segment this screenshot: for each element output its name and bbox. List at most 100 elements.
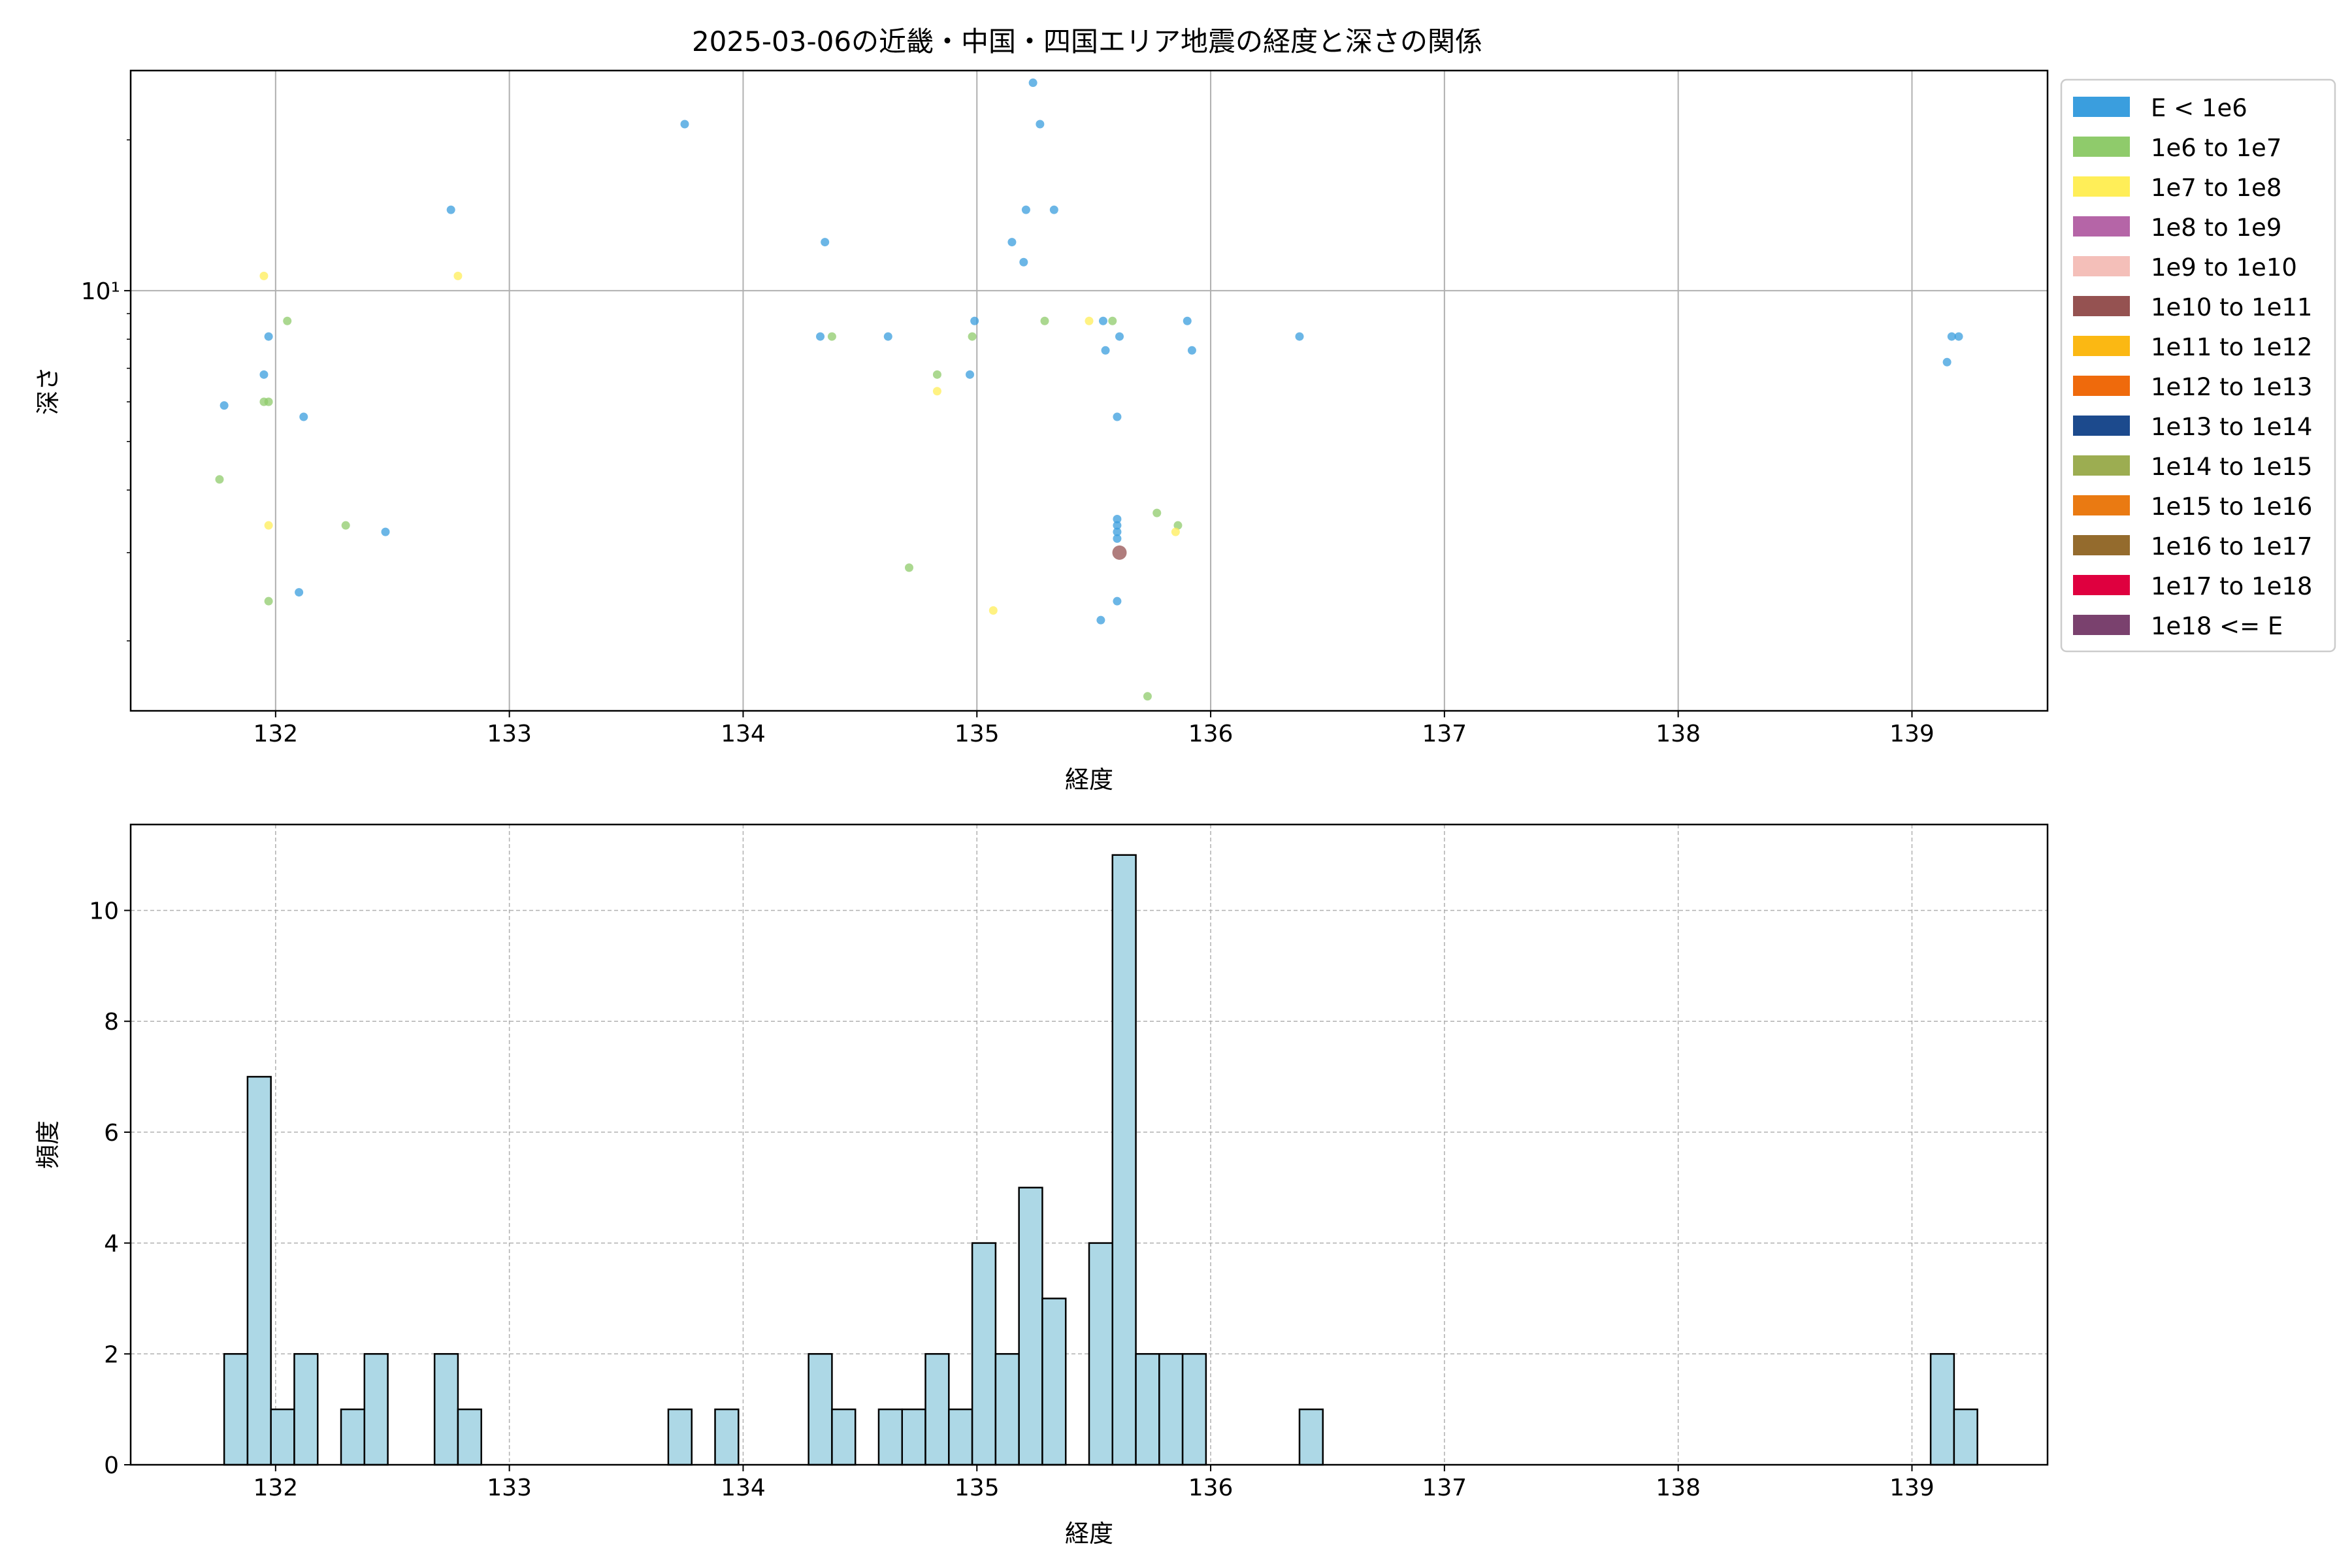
scatter-point bbox=[1040, 316, 1049, 325]
histogram-bar bbox=[270, 1408, 295, 1466]
legend-entry-label: 1e15 to 1e16 bbox=[2151, 493, 2312, 521]
scatter-x-tick-label: 139 bbox=[1889, 721, 1935, 747]
scatter-point bbox=[1113, 534, 1122, 543]
histogram-bar bbox=[1018, 1186, 1043, 1466]
histogram-y-tick-label: 4 bbox=[104, 1231, 119, 1258]
histogram-y-tick-label: 2 bbox=[104, 1341, 119, 1368]
histogram-bar bbox=[808, 1353, 833, 1466]
legend-entry-label: 1e10 to 1e11 bbox=[2151, 293, 2312, 321]
scatter-point bbox=[1171, 527, 1180, 536]
histogram-x-tick-label: 136 bbox=[1188, 1475, 1233, 1501]
histogram-bar bbox=[877, 1408, 904, 1466]
scatter-point bbox=[1152, 508, 1162, 517]
scatter-point bbox=[1113, 515, 1122, 524]
scatter-panel: 132 133 134 135 136 137 138 139 10¹ 経度 深さ E < 1… bbox=[34, 69, 2336, 794]
legend-entry-label: 1e6 to 1e7 bbox=[2151, 134, 2281, 162]
legend-entry-label: 1e12 to 1e13 bbox=[2151, 373, 2312, 401]
histogram-bar bbox=[1088, 1242, 1114, 1466]
legend-swatch bbox=[2073, 535, 2130, 555]
legend-entry-label: 1e11 to 1e12 bbox=[2151, 333, 2312, 361]
histogram-x-label: 経度 bbox=[1065, 1520, 1113, 1548]
legend-swatch bbox=[2073, 336, 2130, 356]
histogram-axes-frame bbox=[129, 823, 2049, 1466]
scatter-x-tick-label: 138 bbox=[1656, 721, 1701, 747]
scatter-point bbox=[1954, 332, 1963, 341]
histogram-bar bbox=[293, 1353, 319, 1466]
scatter-point bbox=[1049, 205, 1058, 214]
scatter-point bbox=[932, 387, 941, 396]
histogram-x-tick-label: 134 bbox=[721, 1475, 766, 1501]
scatter-point bbox=[1187, 346, 1196, 355]
scatter-axes-frame bbox=[129, 69, 2049, 712]
histogram-bar bbox=[831, 1408, 857, 1466]
legend-entry-label: 1e16 to 1e17 bbox=[2151, 532, 2312, 561]
scatter-point bbox=[446, 205, 455, 214]
scatter-point bbox=[1019, 257, 1028, 267]
histogram-bar bbox=[1041, 1298, 1067, 1466]
histogram-bar bbox=[901, 1408, 926, 1466]
histogram-x-tick-label: 138 bbox=[1656, 1475, 1701, 1501]
legend-swatch bbox=[2073, 455, 2130, 476]
scatter-x-tick-label: 137 bbox=[1422, 721, 1467, 747]
scatter-y-ticks: 10¹ bbox=[81, 139, 131, 642]
histogram-bar bbox=[971, 1242, 997, 1466]
scatter-point bbox=[1947, 332, 1956, 341]
histogram-grid bbox=[131, 825, 2048, 1465]
scatter-point bbox=[341, 521, 350, 530]
histogram-bars bbox=[223, 854, 1978, 1466]
scatter-point bbox=[264, 521, 273, 530]
scatter-x-tick-label: 134 bbox=[721, 721, 766, 747]
histogram-x-tick-label: 133 bbox=[487, 1475, 532, 1501]
scatter-point bbox=[1183, 316, 1192, 325]
scatter-point bbox=[1028, 78, 1037, 88]
histogram-bar bbox=[714, 1408, 740, 1466]
scatter-point bbox=[259, 271, 269, 280]
histogram-y-tick-label: 10 bbox=[89, 898, 119, 925]
figure-title: 2025-03-06の近畿・中国・四国エリア地震の経度と深さの関係 bbox=[692, 25, 1482, 57]
scatter-point bbox=[1173, 521, 1183, 530]
scatter-x-ticks: 132 133 134 135 136 137 138 139 bbox=[253, 711, 1935, 747]
legend-swatch bbox=[2073, 216, 2130, 237]
scatter-point bbox=[1098, 316, 1107, 325]
scatter-point bbox=[264, 596, 273, 606]
scatter-point bbox=[299, 412, 308, 421]
scatter-point bbox=[816, 332, 825, 341]
scatter-point bbox=[1021, 205, 1030, 214]
scatter-point bbox=[932, 370, 941, 379]
scatter-x-tick-label: 133 bbox=[487, 721, 532, 747]
histogram-bar bbox=[1111, 854, 1137, 1466]
legend-swatch bbox=[2073, 97, 2130, 117]
histogram-x-tick-label: 139 bbox=[1889, 1475, 1935, 1501]
scatter-point bbox=[1113, 412, 1122, 421]
scatter-point bbox=[1113, 527, 1122, 536]
histogram-bar bbox=[457, 1408, 482, 1466]
scatter-x-label: 経度 bbox=[1065, 766, 1113, 794]
histogram-bar bbox=[340, 1408, 366, 1466]
scatter-point bbox=[1036, 120, 1045, 129]
histogram-bar bbox=[433, 1353, 459, 1466]
legend-swatch bbox=[2073, 615, 2130, 635]
legend-entry-label: 1e7 to 1e8 bbox=[2151, 174, 2281, 202]
scatter-point bbox=[1101, 346, 1110, 355]
histogram-panel: 132 133 134 135 136 137 138 139 0 2 4 6 8 10 経度 頻度 bbox=[34, 823, 2049, 1548]
histogram-y-label: 頻度 bbox=[34, 1120, 62, 1169]
scatter-point bbox=[381, 527, 390, 536]
scatter-point bbox=[220, 401, 229, 410]
scatter-point bbox=[1007, 238, 1017, 247]
scatter-point bbox=[453, 271, 463, 280]
scatter-point bbox=[264, 397, 273, 406]
histogram-bar bbox=[246, 1075, 272, 1466]
histogram-bar bbox=[223, 1353, 249, 1466]
histogram-bar bbox=[1298, 1408, 1324, 1466]
histogram-bar bbox=[1929, 1353, 1955, 1466]
histogram-bar bbox=[1181, 1353, 1207, 1466]
scatter-point bbox=[283, 316, 292, 325]
scatter-point bbox=[1113, 596, 1122, 606]
histogram-y-tick-label: 6 bbox=[104, 1120, 119, 1147]
scatter-point bbox=[988, 606, 998, 615]
scatter-y-label: 深さ bbox=[34, 367, 62, 415]
histogram-x-tick-label: 137 bbox=[1422, 1475, 1467, 1501]
scatter-point bbox=[1115, 332, 1124, 341]
legend-swatch bbox=[2073, 416, 2130, 436]
legend-entry-label: 1e18 <= E bbox=[2151, 612, 2283, 640]
